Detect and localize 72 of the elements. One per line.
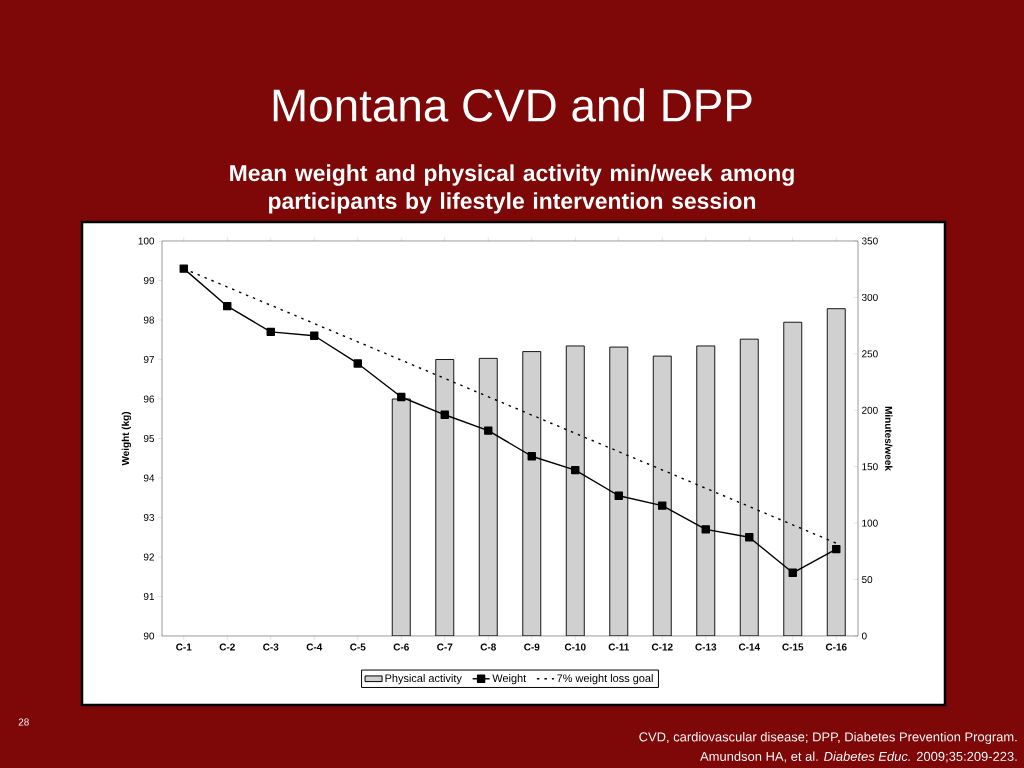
- x-tick-label: C-10: [564, 643, 586, 651]
- chart-subtitle: Mean weight and physical activity min/week among participants by lifestyle intervention session: [230, 164, 794, 214]
- chart-title: Montana CVD and DPP: [273, 88, 752, 122]
- point: [440, 410, 449, 419]
- x-tick-label: C-13: [695, 643, 717, 651]
- point: [223, 301, 232, 311]
- y-tick-label: 94: [143, 474, 155, 482]
- x-tick-label: C-9: [524, 643, 540, 651]
- x-tick-label: C-12: [651, 643, 673, 651]
- y-tick-label: 98: [143, 316, 155, 324]
- legend-label: Physical activity: [385, 674, 462, 685]
- point: [658, 501, 667, 510]
- bar: [522, 351, 542, 636]
- text: CVD, cardiovascular disease; DPP, Diabetes Prevention Program.: [639, 731, 1017, 745]
- y-tick-label: 97: [143, 355, 154, 364]
- y-tick-label: 92: [143, 553, 154, 561]
- point: [484, 426, 493, 435]
- bar: [478, 357, 498, 636]
- y2-tick-label: 300: [861, 293, 878, 301]
- bar: [565, 345, 585, 636]
- y-tick-label: 90: [143, 632, 155, 640]
- x-tick-label: C-6: [393, 643, 409, 651]
- bar: [696, 345, 716, 636]
- text: Amundson HA, et al. Diabetes Educ. 2009;35:209-223.: [700, 751, 1017, 763]
- y2-tick-label: 100: [862, 519, 878, 527]
- point: [614, 491, 623, 500]
- bar: [739, 338, 759, 636]
- x-tick-label: C-15: [782, 643, 804, 651]
- point: [310, 331, 319, 340]
- y2-tick-label: 250: [862, 350, 878, 358]
- bar: [435, 359, 455, 636]
- x-tick-label: C-8: [480, 643, 496, 651]
- x-tick-label: C-1: [176, 643, 192, 651]
- y2-axis-title: Minutes/week: [884, 406, 893, 471]
- point: [832, 544, 841, 554]
- y-axis-title: Weight (kg): [121, 411, 132, 466]
- y2-tick-label: 0: [861, 632, 867, 640]
- point: [701, 525, 710, 534]
- point: [179, 264, 188, 273]
- point: [745, 533, 754, 542]
- y2-tick-label: 150: [862, 463, 878, 471]
- bar: [609, 346, 629, 636]
- x-tick-label: C-5: [350, 643, 366, 651]
- y-tick-label: 100: [138, 237, 155, 245]
- x-tick-label: C-11: [608, 643, 630, 651]
- y-tick-label: 99: [143, 276, 155, 285]
- x-tick-label: C-7: [437, 643, 453, 651]
- point: [788, 568, 797, 577]
- y2-tick-label: 50: [861, 576, 873, 584]
- point: [266, 327, 275, 337]
- x-tick-label: C-14: [738, 643, 760, 651]
- bar: [652, 355, 672, 636]
- x-tick-label: C-2: [219, 643, 235, 651]
- legend-label: Weight: [492, 674, 527, 685]
- bar: [783, 321, 803, 636]
- bar: [826, 308, 846, 636]
- y2-tick-label: 200: [862, 406, 878, 414]
- x-tick-label: C-16: [825, 643, 847, 651]
- bar: [391, 398, 411, 636]
- point: [571, 465, 580, 475]
- point: [353, 359, 362, 368]
- y-tick-label: 95: [143, 434, 155, 443]
- x-tick-label: C-3: [263, 643, 279, 651]
- text: 28: [18, 718, 29, 726]
- legend-label: 7% weight loss goal: [557, 674, 653, 685]
- y-tick-label: 93: [143, 513, 155, 522]
- point: [527, 452, 536, 461]
- x-tick-label: C-4: [306, 643, 323, 651]
- point: [397, 392, 406, 402]
- y-tick-label: 96: [143, 395, 155, 403]
- y2-tick-label: 350: [861, 237, 878, 245]
- y-tick-label: 91: [143, 592, 155, 601]
